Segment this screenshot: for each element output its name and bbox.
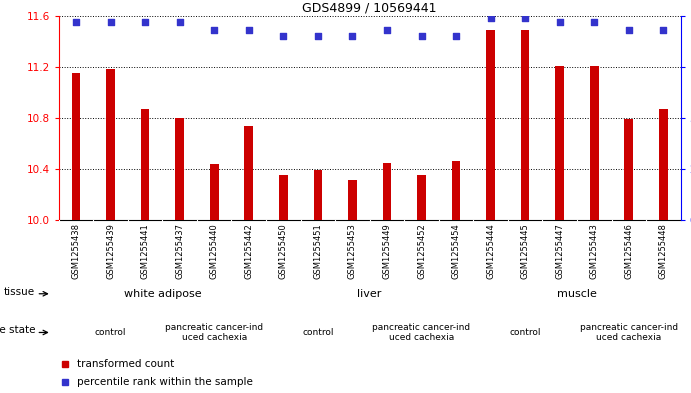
Text: GSM1255441: GSM1255441 <box>140 223 150 279</box>
Point <box>451 33 462 39</box>
Point <box>416 33 427 39</box>
Point <box>520 15 531 21</box>
Bar <box>72 73 80 220</box>
Bar <box>486 30 495 220</box>
Text: GSM1255452: GSM1255452 <box>417 223 426 279</box>
Text: liver: liver <box>357 289 382 299</box>
Bar <box>106 69 115 220</box>
Bar <box>556 66 564 220</box>
Point <box>312 33 323 39</box>
Text: GSM1255449: GSM1255449 <box>382 223 392 279</box>
Text: white adipose: white adipose <box>124 289 201 299</box>
Bar <box>279 175 287 220</box>
Text: GSM1255454: GSM1255454 <box>451 223 461 279</box>
Text: GSM1255451: GSM1255451 <box>313 223 323 279</box>
Point <box>554 19 565 25</box>
Text: control: control <box>509 328 541 337</box>
Title: GDS4899 / 10569441: GDS4899 / 10569441 <box>303 2 437 15</box>
Text: GSM1255445: GSM1255445 <box>520 223 530 279</box>
Text: muscle: muscle <box>557 289 597 299</box>
Point <box>278 33 289 39</box>
Bar <box>659 109 668 220</box>
Text: GSM1255442: GSM1255442 <box>244 223 254 279</box>
Bar <box>314 170 322 220</box>
Text: GSM1255439: GSM1255439 <box>106 223 115 279</box>
Bar <box>590 66 598 220</box>
Text: pancreatic cancer-ind
uced cachexia: pancreatic cancer-ind uced cachexia <box>372 323 471 342</box>
Text: GSM1255438: GSM1255438 <box>71 223 81 279</box>
Text: percentile rank within the sample: percentile rank within the sample <box>77 377 254 387</box>
Text: GSM1255440: GSM1255440 <box>209 223 219 279</box>
Text: control: control <box>302 328 334 337</box>
Bar <box>417 175 426 220</box>
Text: GSM1255448: GSM1255448 <box>659 223 668 279</box>
Text: GSM1255437: GSM1255437 <box>175 223 184 279</box>
Point <box>589 19 600 25</box>
Point <box>174 19 185 25</box>
Text: control: control <box>95 328 126 337</box>
Point <box>347 33 358 39</box>
Bar <box>176 118 184 220</box>
Bar <box>348 180 357 220</box>
Text: disease state: disease state <box>0 325 35 335</box>
Text: pancreatic cancer-ind
uced cachexia: pancreatic cancer-ind uced cachexia <box>580 323 678 342</box>
Text: tissue: tissue <box>4 287 35 297</box>
Text: GSM1255443: GSM1255443 <box>589 223 599 279</box>
Bar <box>210 164 218 220</box>
Text: GSM1255447: GSM1255447 <box>555 223 565 279</box>
Text: transformed count: transformed count <box>77 359 175 369</box>
Text: GSM1255446: GSM1255446 <box>624 223 634 279</box>
Bar <box>521 30 529 220</box>
Point <box>209 27 220 33</box>
Point <box>658 27 669 33</box>
Bar <box>383 163 391 220</box>
Point <box>381 27 392 33</box>
Text: GSM1255444: GSM1255444 <box>486 223 495 279</box>
Point <box>485 15 496 21</box>
Point <box>243 27 254 33</box>
Point <box>70 19 82 25</box>
Bar <box>245 125 253 220</box>
Point <box>140 19 151 25</box>
Bar <box>625 119 633 220</box>
Text: GSM1255450: GSM1255450 <box>278 223 288 279</box>
Text: GSM1255453: GSM1255453 <box>348 223 357 279</box>
Point <box>623 27 634 33</box>
Bar <box>452 161 460 220</box>
Bar <box>141 109 149 220</box>
Point <box>105 19 116 25</box>
Text: pancreatic cancer-ind
uced cachexia: pancreatic cancer-ind uced cachexia <box>165 323 263 342</box>
